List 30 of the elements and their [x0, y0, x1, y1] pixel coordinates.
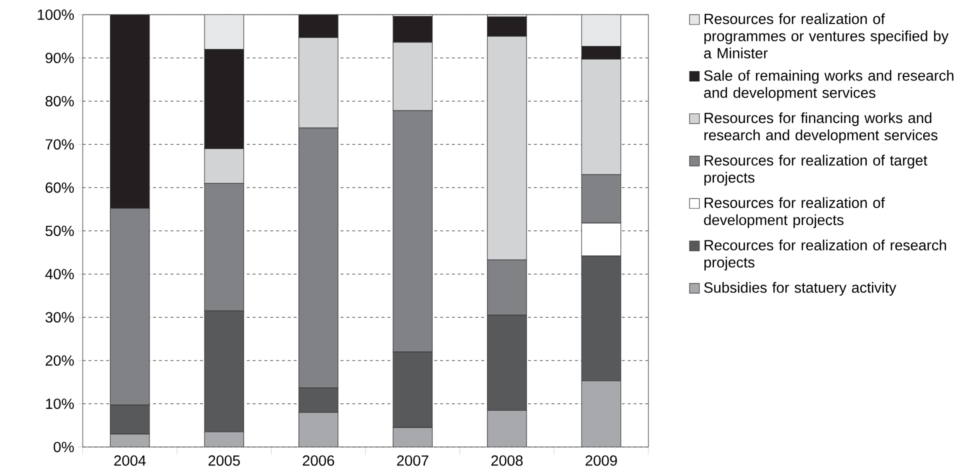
y-tick-label: 80% [46, 96, 74, 106]
y-tick-label: 60% [46, 182, 74, 193]
x-tick-label: 2008 [491, 455, 523, 466]
y-tick-label: 20% [46, 355, 74, 366]
y-tick-label: 70% [46, 138, 74, 150]
y-tick-label: 50% [46, 225, 74, 236]
y-tick-label: 90% [46, 52, 74, 63]
y-tick-label: 30% [46, 312, 74, 322]
x-tick-label: 2006 [302, 455, 334, 466]
x-tick-label: 2007 [397, 455, 428, 466]
bar [298, 412, 338, 447]
y-tick-label: 100% [38, 9, 74, 20]
legend-label: Resources for realization of development projects [704, 196, 885, 228]
legend-label: Resources for realization of target projects [704, 154, 928, 186]
bar [110, 434, 150, 447]
bar [487, 410, 527, 447]
bar [392, 427, 433, 447]
legend-label: Sale of remaining works and research and development services [704, 70, 954, 101]
bar [581, 380, 622, 447]
legend-label: Subsidies for statuery activity [704, 282, 896, 296]
y-tick-label: 40% [45, 268, 74, 280]
x-tick-label: 2005 [208, 455, 240, 466]
bar [204, 431, 244, 447]
legend-label: Resources for financing works and research and development services [704, 112, 938, 144]
x-tick-label: 2009 [586, 455, 617, 466]
x-tick-label: 2004 [114, 455, 146, 466]
y-tick-label: 0% [54, 442, 74, 452]
legend-label: Resources for realization of programmes or ventures specified by a Minister [704, 13, 949, 58]
y-tick-label: 10% [46, 398, 74, 409]
legend-label: Recources for realization of research projects [704, 239, 946, 270]
